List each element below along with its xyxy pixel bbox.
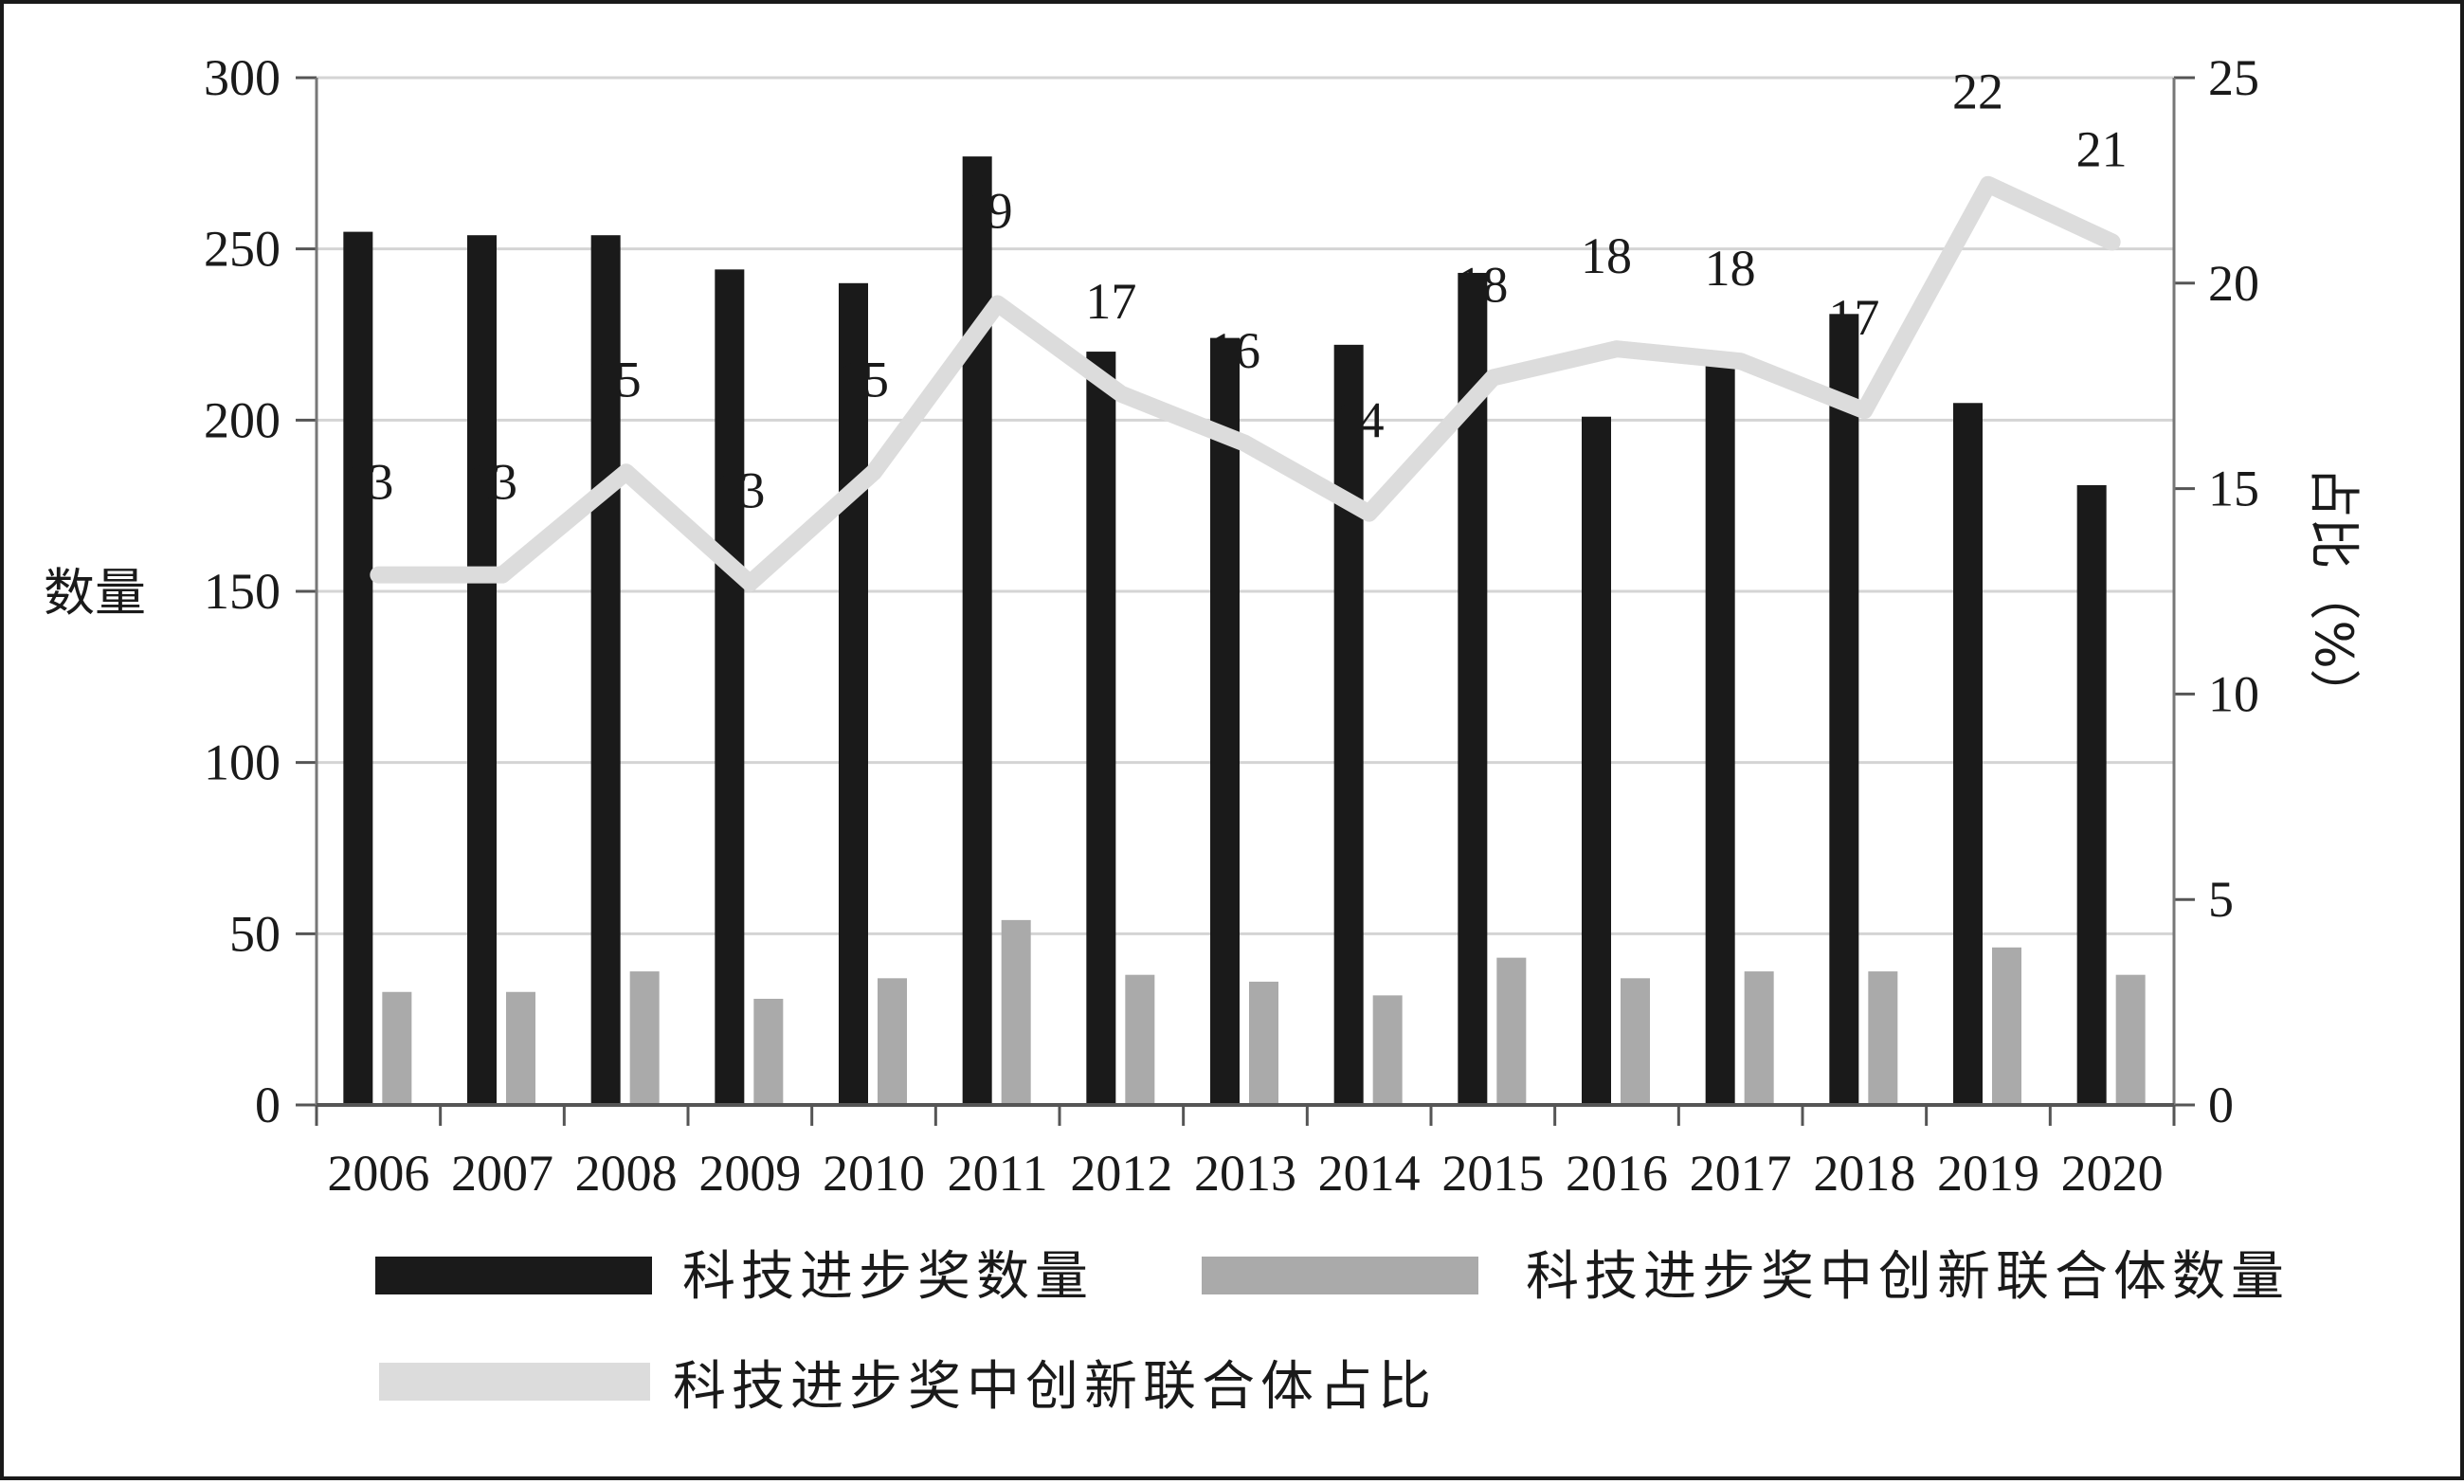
y-right-tick-label: 20	[2208, 255, 2259, 312]
y-right-tick-label: 0	[2208, 1077, 2234, 1133]
data-label: 13	[466, 454, 517, 511]
bar-consortium-count	[753, 998, 784, 1105]
x-tick-label: 2006	[327, 1145, 429, 1202]
data-label: 21	[2076, 120, 2128, 177]
bar-innovation-awards	[1210, 337, 1240, 1105]
bar-consortium-count	[629, 971, 660, 1105]
bar-consortium-count	[878, 978, 907, 1105]
data-label: 17	[1828, 289, 1879, 346]
x-tick-label: 2013	[1194, 1145, 1296, 1202]
bar-consortium-count	[1621, 978, 1650, 1105]
y-left-tick-label: 150	[204, 563, 281, 620]
bar-innovation-awards	[467, 235, 497, 1106]
legend-label-innovation-awards: 科技进步奖数量	[682, 1246, 1094, 1308]
x-tick-label: 2018	[1813, 1145, 1915, 1202]
bar-consortium-count	[1249, 981, 1278, 1105]
bar-innovation-awards	[715, 269, 745, 1105]
x-tick-label: 2011	[948, 1145, 1048, 1202]
y-right-tick-label: 15	[2208, 461, 2259, 517]
bar-consortium-count	[382, 991, 412, 1105]
x-tick-label: 2019	[1937, 1145, 2039, 1202]
data-label: 14	[1333, 392, 1385, 449]
grid-lines	[317, 76, 2174, 935]
bar-innovation-awards	[1086, 352, 1116, 1106]
x-tick-label: 2010	[823, 1145, 925, 1202]
line-consortium-share	[370, 175, 2121, 592]
bar-innovation-awards	[2076, 484, 2107, 1105]
x-tick-label: 2020	[2061, 1145, 2164, 1202]
bar-consortium-count	[1744, 971, 1774, 1105]
chart-svg: 0 50 100 150 200 250 300 0 5 10 15 20 25 2006 2007 2008…	[44, 49, 2364, 1418]
bar-consortium-count	[1125, 974, 1155, 1105]
data-label: 17	[1085, 273, 1136, 330]
bar-consortium-count	[2115, 974, 2146, 1105]
data-label: 22	[1952, 63, 2003, 120]
x-tick-label: 2012	[1070, 1145, 1172, 1202]
data-label-layer: 13 13 15 13 15 19 17 16 14 18 18 18 17 22 21	[342, 63, 2127, 519]
legend-swatch-innovation-awards	[375, 1257, 652, 1294]
bar-innovation-awards	[1333, 344, 1364, 1106]
y-right-tick-label: 25	[2208, 49, 2259, 106]
y-right-axis-title: 占比（%）	[2304, 466, 2364, 719]
x-tick-label: 2014	[1318, 1145, 1421, 1202]
data-label: 18	[1457, 257, 1508, 314]
bar-innovation-awards	[1582, 416, 1611, 1106]
legend-label-consortium-count: 科技进步奖中创新联合体数量	[1526, 1246, 2290, 1308]
x-tick-label: 2015	[1441, 1145, 1544, 1202]
axis-layer: 0 50 100 150 200 250 300 0 5 10 15 20 25 2006 2007 2008…	[44, 49, 2364, 1202]
bar-innovation-awards	[1829, 314, 1859, 1105]
data-label: 13	[714, 461, 765, 518]
y-left-tick-label: 250	[204, 221, 281, 278]
x-tick-label: 2009	[698, 1145, 801, 1202]
x-tick-label: 2016	[1566, 1145, 1668, 1202]
data-label: 18	[1581, 227, 1632, 284]
bar-consortium-count	[506, 991, 535, 1105]
y-left-axis-title: 数量	[44, 563, 146, 623]
bar-innovation-awards	[839, 282, 868, 1105]
bar-innovation-awards	[962, 156, 992, 1105]
bar-consortium-count	[1868, 971, 1898, 1105]
bar-innovation-awards	[1953, 403, 1983, 1105]
line-layer	[370, 175, 2121, 592]
data-label: 15	[838, 351, 889, 407]
data-label: 18	[1705, 240, 1756, 297]
y-left-tick-label: 0	[255, 1077, 281, 1133]
legend-swatch-consortium-share	[379, 1363, 650, 1401]
bar-innovation-awards	[590, 235, 621, 1106]
x-tick-label: 2017	[1690, 1145, 1792, 1202]
x-tick-label: 2007	[451, 1145, 553, 1202]
y-left-tick-label: 300	[204, 49, 281, 106]
bar-innovation-awards	[1705, 365, 1735, 1105]
y-left-tick-label: 100	[204, 734, 281, 791]
data-label: 16	[1209, 322, 1260, 379]
y-right-tick-label: 10	[2208, 665, 2259, 722]
bar-consortium-count	[1992, 947, 2021, 1105]
x-tick-label: 2008	[575, 1145, 678, 1202]
y-left-tick-label: 50	[229, 905, 281, 962]
bar-consortium-count	[1496, 957, 1527, 1105]
legend-label-consortium-share: 科技进步奖中创新联合体占比	[673, 1356, 1437, 1418]
bar-consortium-count	[1372, 995, 1403, 1105]
bar-innovation-awards	[343, 231, 373, 1106]
legend-swatch-consortium-count	[1202, 1257, 1478, 1294]
bar-consortium-count	[1001, 919, 1031, 1105]
data-label: 13	[342, 454, 393, 511]
y-left-tick-label: 200	[204, 391, 281, 448]
y-right-tick-label: 5	[2208, 871, 2234, 928]
data-label: 15	[590, 351, 642, 407]
data-label: 19	[962, 182, 1013, 239]
